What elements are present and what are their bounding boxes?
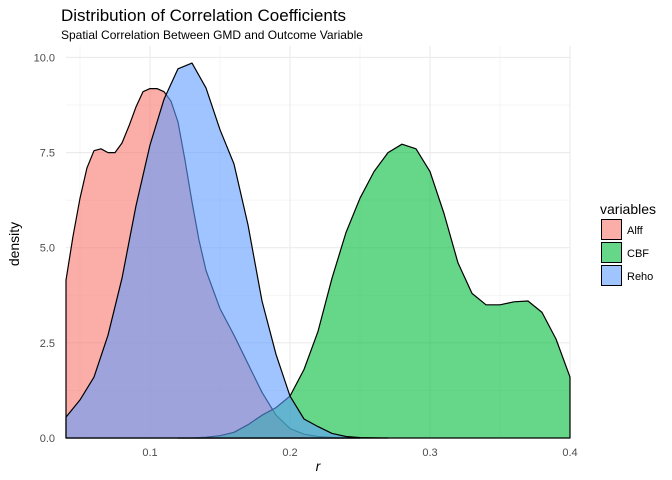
legend-label-cbf: CBF xyxy=(627,248,649,260)
density-area-reho xyxy=(65,62,389,439)
y-tick-label: 0.0 xyxy=(40,433,55,445)
legend: variables Alff CBF Reho xyxy=(600,201,656,286)
y-tick-label: 2.5 xyxy=(40,338,55,350)
legend-swatch-cbf xyxy=(601,242,622,263)
x-tick-label: 0.1 xyxy=(142,447,157,459)
legend-label-reho: Reho xyxy=(627,271,653,283)
chart-title: Distribution of Correlation Coefficients xyxy=(61,6,346,25)
legend-label-alff: Alff xyxy=(627,225,644,237)
y-axis-title: density xyxy=(6,222,22,266)
x-tick-label: 0.4 xyxy=(562,447,577,459)
y-tick-label: 10.0 xyxy=(34,52,55,64)
legend-title: variables xyxy=(600,201,656,217)
legend-swatch-reho xyxy=(601,265,622,286)
axes: 0.1 0.2 0.3 0.4 0.0 2.5 5.0 7.5 10.0 xyxy=(34,52,578,459)
density-areas xyxy=(65,62,571,439)
y-tick-label: 7.5 xyxy=(40,148,55,160)
x-axis-title: r xyxy=(316,458,322,474)
x-tick-label: 0.2 xyxy=(282,447,297,459)
x-tick-label: 0.3 xyxy=(422,447,437,459)
chart-subtitle: Spatial Correlation Between GMD and Outc… xyxy=(61,28,363,42)
y-tick-label: 5.0 xyxy=(40,243,55,255)
legend-swatch-alff xyxy=(601,219,622,240)
